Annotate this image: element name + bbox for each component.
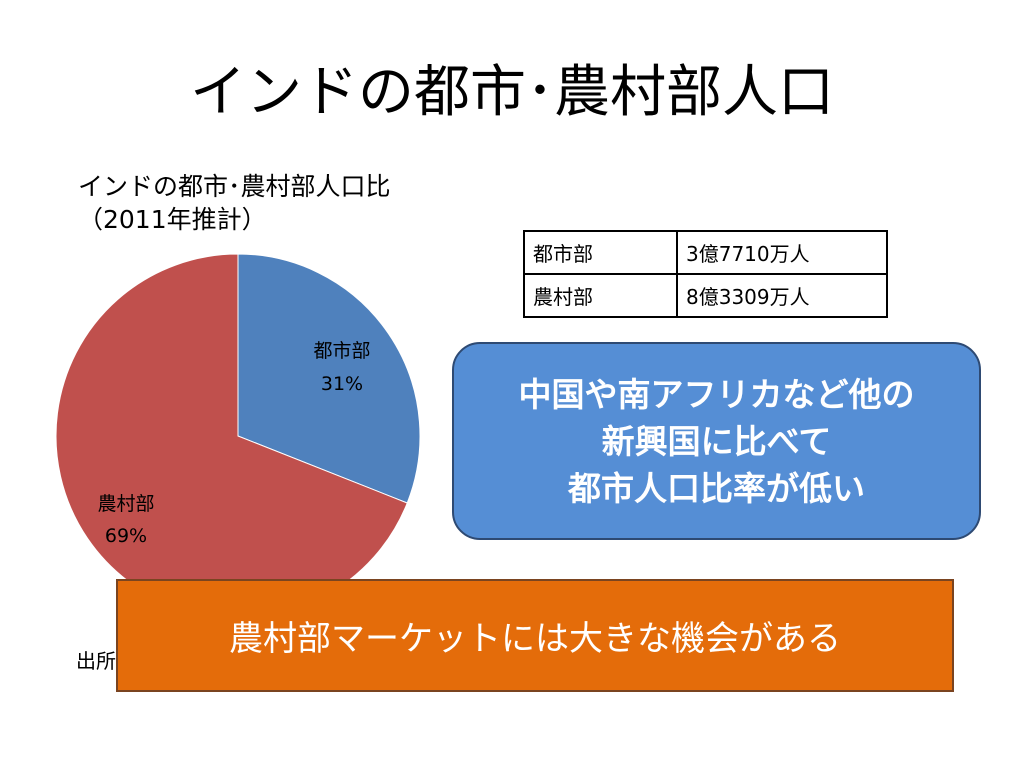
table-cell-area: 都市部 xyxy=(523,230,678,275)
table-cell-population: 3億7710万人 xyxy=(676,230,888,275)
pie-slice-urban xyxy=(237,253,421,504)
table-row: 農村部 8億3309万人 xyxy=(523,273,888,318)
chart-title: インドの都市･農村部人口比 （2011年推計） xyxy=(78,170,391,236)
pie-label-name: 都市部 xyxy=(313,340,370,362)
pie-label-percent: 31% xyxy=(321,373,363,395)
callout-box: 中国や南アフリカなど他の 新興国に比べて 都市人口比率が低い xyxy=(452,342,981,540)
table-cell-population: 8億3309万人 xyxy=(676,273,888,318)
table-row: 都市部 3億7710万人 xyxy=(523,230,888,275)
banner-text: 農村部マーケットには大きな機会がある xyxy=(229,619,841,659)
banner-box: 農村部マーケットには大きな機会がある xyxy=(116,579,954,692)
pie-label-name: 農村部 xyxy=(97,493,154,515)
chart-title-line2: （2011年推計） xyxy=(78,205,267,234)
callout-line3: 都市人口比率が低い xyxy=(568,468,865,508)
population-table: 都市部 3億7710万人 農村部 8億3309万人 xyxy=(523,230,888,318)
pie-labels: 都市部 31% 農村部 69% xyxy=(97,340,370,547)
callout-line1: 中国や南アフリカなど他の xyxy=(518,374,915,414)
table-cell-area: 農村部 xyxy=(523,273,678,318)
pie-label-percent: 69% xyxy=(105,525,147,547)
slide-title: インドの都市･農村部人口 xyxy=(190,60,834,125)
pie-slices xyxy=(55,253,421,619)
chart-title-line1: インドの都市･農村部人口比 xyxy=(78,172,391,201)
source-text: 出所 xyxy=(76,649,116,673)
callout-line2: 新興国に比べて xyxy=(601,421,832,461)
